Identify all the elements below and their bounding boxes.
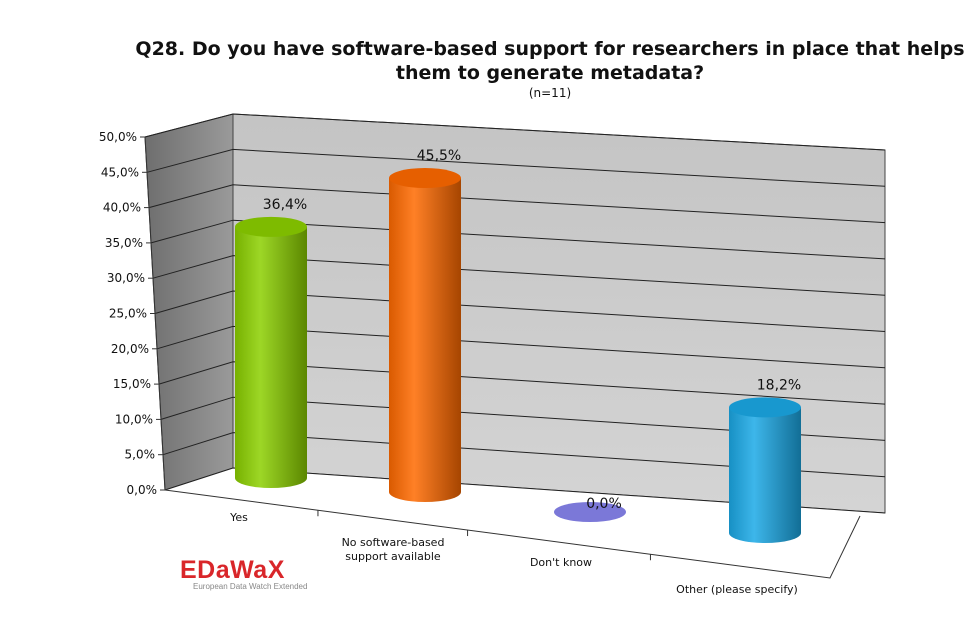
y-tick-label: 45,0% <box>101 165 139 179</box>
y-tick-label: 20,0% <box>111 342 149 356</box>
edawax-logo: EDaWaX <box>180 556 285 584</box>
side-wall <box>144 113 234 491</box>
category-label: Don't know <box>530 556 592 569</box>
bar-3 <box>729 397 801 543</box>
bar-top <box>389 168 461 189</box>
y-tick-label: 0,0% <box>127 483 158 497</box>
y-tick-label: 15,0% <box>113 377 151 391</box>
gridline <box>146 148 886 187</box>
chart-title: Q28. Do you have software-based support … <box>135 38 965 84</box>
y-tick-label: 35,0% <box>105 236 143 250</box>
category-label: Yes <box>229 511 248 524</box>
value-label: 45,5% <box>417 148 461 164</box>
gridline <box>164 467 886 514</box>
y-tick-label: 50,0% <box>99 130 137 144</box>
edawax-tagline: European Data Watch Extended <box>193 582 308 591</box>
bar-top <box>729 397 801 418</box>
gridline <box>150 219 886 260</box>
bar-top <box>235 216 307 237</box>
gridline <box>160 396 886 441</box>
gridline <box>154 290 886 332</box>
value-label: 0,0% <box>586 496 622 512</box>
gridline <box>144 113 886 151</box>
gridline <box>148 184 886 224</box>
category-label: Other (please specify) <box>676 583 798 596</box>
value-label: 18,2% <box>757 377 801 393</box>
bar-base <box>554 502 626 522</box>
value-label: 36,4% <box>263 197 307 213</box>
bar-body <box>389 178 461 503</box>
gridline <box>156 325 886 369</box>
bar-0 <box>235 216 307 488</box>
y-tick-label: 40,0% <box>103 201 141 215</box>
y-tick-label: 30,0% <box>107 271 145 285</box>
bar-body <box>729 407 801 543</box>
bar-body <box>235 226 307 488</box>
y-tick-label: 5,0% <box>125 448 156 462</box>
y-tick-label: 25,0% <box>109 307 147 321</box>
bar-2 <box>554 502 626 522</box>
gridline <box>162 432 886 478</box>
y-tick-label: 10,0% <box>115 412 153 426</box>
chart-subtitle: (n=11) <box>528 86 572 100</box>
gridline <box>152 255 886 296</box>
bar-1 <box>389 168 461 503</box>
category-axis-line <box>164 489 861 579</box>
category-label: No software-based support available <box>342 536 445 563</box>
gridline <box>158 361 886 405</box>
chart-floor <box>165 468 885 578</box>
